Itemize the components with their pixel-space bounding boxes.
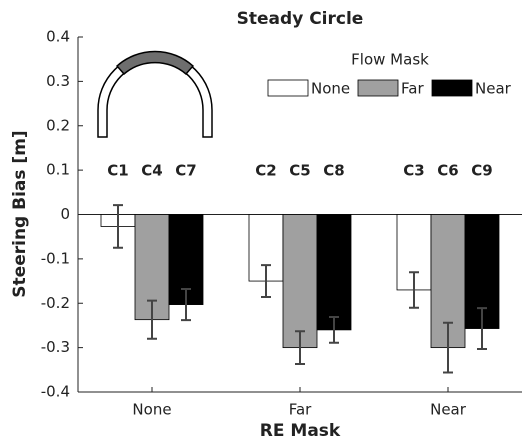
error-bar	[443, 321, 453, 374]
error-bar	[409, 271, 419, 309]
error-bar	[477, 307, 487, 350]
bar	[316, 214, 352, 331]
y-tick-label: 0.2	[46, 116, 70, 134]
legend-swatch	[357, 79, 399, 97]
y-tick-label: -0.2	[41, 294, 70, 312]
condition-label: C2	[255, 162, 276, 180]
condition-label: C5	[289, 162, 310, 180]
y-tick-label: -0.1	[41, 249, 70, 267]
error-bar	[261, 264, 271, 299]
error-bar	[329, 316, 339, 344]
y-axis-label: Steering Bias [m]	[10, 130, 30, 297]
legend-swatch	[431, 79, 473, 97]
error-bar	[113, 204, 123, 249]
y-tick-label: -0.4	[41, 383, 70, 401]
legend-title: Flow Mask	[351, 51, 429, 69]
x-tick-label: Far	[289, 401, 312, 419]
error-bar	[181, 288, 191, 322]
y-tick-label: 0.1	[46, 161, 70, 179]
condition-label: C7	[175, 162, 196, 180]
condition-label: C1	[107, 162, 128, 180]
legend-label: None	[311, 80, 350, 98]
y-tick-label: 0.3	[46, 72, 70, 90]
x-tick-label: Near	[430, 401, 467, 419]
y-tick-label: 0.4	[46, 28, 70, 46]
bar	[282, 214, 318, 349]
legend-swatch	[267, 79, 309, 97]
x-axis-label: RE Mask	[260, 421, 341, 441]
condition-label: C8	[323, 162, 344, 180]
chart-title: Steady Circle	[237, 9, 364, 29]
legend-label: Far	[401, 80, 424, 98]
x-tick-label: None	[132, 401, 171, 419]
track-icon	[97, 50, 213, 138]
condition-label: C9	[471, 162, 492, 180]
error-bar	[295, 330, 305, 366]
legend-label: Near	[475, 80, 512, 98]
error-bar	[147, 299, 157, 340]
y-tick-label: -0.3	[41, 338, 70, 356]
y-tick-label: 0	[60, 205, 70, 223]
condition-label: C4	[141, 162, 162, 180]
condition-label: C3	[403, 162, 424, 180]
condition-label: C6	[437, 162, 458, 180]
